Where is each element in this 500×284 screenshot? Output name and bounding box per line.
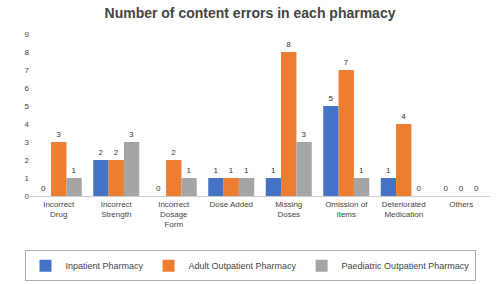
svg-text:1: 1 xyxy=(25,174,30,183)
svg-text:5: 5 xyxy=(328,94,333,103)
svg-text:5: 5 xyxy=(25,102,30,111)
svg-text:2: 2 xyxy=(98,148,103,157)
svg-text:3: 3 xyxy=(129,130,134,139)
svg-text:0: 0 xyxy=(417,184,422,193)
svg-text:Inpatient Pharmacy: Inpatient Pharmacy xyxy=(66,261,144,271)
svg-text:IncorrectDosageForm: IncorrectDosageForm xyxy=(158,200,190,230)
svg-text:Dose Added: Dose Added xyxy=(209,200,253,209)
svg-text:2: 2 xyxy=(25,156,30,165)
svg-text:3: 3 xyxy=(302,130,307,139)
svg-text:7: 7 xyxy=(344,58,349,67)
svg-text:7: 7 xyxy=(25,66,30,75)
svg-text:0: 0 xyxy=(156,184,161,193)
svg-text:0: 0 xyxy=(25,192,30,201)
svg-text:Paediatric Outpatient Pharmacy: Paediatric Outpatient Pharmacy xyxy=(342,261,470,271)
svg-text:3: 3 xyxy=(56,130,61,139)
svg-text:Omission ofItems: Omission ofItems xyxy=(325,200,368,219)
svg-text:1: 1 xyxy=(271,166,276,175)
svg-text:6: 6 xyxy=(25,84,30,93)
svg-text:1: 1 xyxy=(72,166,77,175)
svg-text:8: 8 xyxy=(25,48,30,57)
svg-text:Number of content errors in ea: Number of content errors in each pharmac… xyxy=(105,5,396,21)
svg-text:1: 1 xyxy=(386,166,391,175)
svg-text:0: 0 xyxy=(459,184,464,193)
svg-text:IncorrectStrength: IncorrectStrength xyxy=(101,200,133,219)
svg-text:4: 4 xyxy=(401,112,406,121)
svg-text:IncorrectDrug: IncorrectDrug xyxy=(43,200,75,219)
svg-text:2: 2 xyxy=(171,148,176,157)
svg-text:0: 0 xyxy=(474,184,479,193)
svg-text:Adult Outpatient Pharmacy: Adult Outpatient Pharmacy xyxy=(189,261,297,271)
svg-text:Others: Others xyxy=(449,200,473,209)
svg-text:2: 2 xyxy=(114,148,119,157)
svg-text:8: 8 xyxy=(286,40,291,49)
svg-text:9: 9 xyxy=(25,30,30,39)
svg-text:4: 4 xyxy=(25,120,30,129)
svg-text:DeterioratedMedication: DeterioratedMedication xyxy=(382,200,426,219)
svg-text:MissingDoses: MissingDoses xyxy=(275,200,302,219)
svg-text:1: 1 xyxy=(244,166,249,175)
svg-text:0: 0 xyxy=(443,184,448,193)
svg-text:1: 1 xyxy=(213,166,218,175)
svg-text:1: 1 xyxy=(229,166,234,175)
svg-text:1: 1 xyxy=(187,166,192,175)
svg-text:1: 1 xyxy=(359,166,364,175)
svg-text:3: 3 xyxy=(25,138,30,147)
svg-text:0: 0 xyxy=(41,184,46,193)
